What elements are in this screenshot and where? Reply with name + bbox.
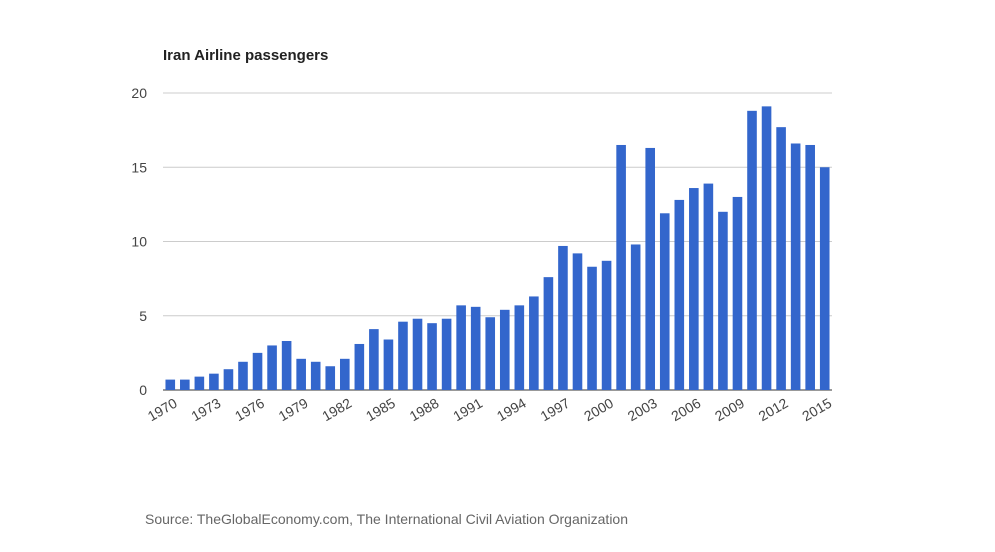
y-tick-label: 10	[131, 234, 147, 250]
bar	[209, 373, 219, 390]
bar	[339, 358, 350, 390]
bar	[485, 317, 496, 390]
bar	[470, 306, 481, 390]
x-tick-label: 1988	[407, 395, 442, 425]
x-tick-label: 1979	[276, 395, 311, 425]
bar	[325, 366, 336, 390]
x-tick-label: 2000	[581, 395, 616, 425]
bar	[296, 358, 306, 390]
x-tick-label: 1985	[363, 395, 398, 425]
bar	[267, 345, 277, 390]
bar	[790, 143, 801, 390]
x-tick-label: 1991	[450, 395, 485, 425]
bar	[412, 318, 423, 390]
bar	[354, 343, 365, 390]
bar	[732, 196, 743, 390]
bar	[601, 260, 612, 390]
bar	[805, 144, 815, 390]
bar	[718, 211, 728, 390]
bar	[310, 361, 321, 390]
x-tick-label: 2012	[756, 395, 791, 425]
bar	[165, 379, 176, 390]
bar	[427, 323, 437, 390]
bar	[514, 305, 525, 390]
bar	[761, 106, 772, 391]
x-tick-label: 2006	[668, 395, 703, 425]
bar	[703, 183, 714, 390]
x-tick-label: 2003	[625, 395, 660, 425]
bar	[456, 305, 466, 390]
bar	[223, 369, 234, 390]
bar	[747, 110, 757, 390]
bar	[441, 318, 452, 390]
x-tick-label: 2009	[712, 395, 747, 425]
x-tick-label: 1970	[145, 395, 180, 425]
bar	[674, 199, 685, 390]
bar	[587, 266, 597, 390]
bar	[659, 213, 670, 390]
bar	[630, 244, 641, 390]
bar	[616, 144, 626, 390]
bar	[194, 376, 205, 390]
y-tick-label: 20	[131, 85, 147, 101]
bar	[645, 147, 656, 390]
bar	[776, 127, 786, 390]
x-tick-label: 1994	[494, 395, 529, 425]
x-tick-label: 1976	[232, 395, 267, 425]
bar	[369, 329, 379, 390]
bar	[529, 296, 539, 390]
y-tick-label: 15	[131, 159, 147, 175]
x-tick-label: 1973	[188, 395, 223, 425]
bar	[383, 339, 394, 390]
bar	[819, 167, 830, 390]
bar	[689, 188, 699, 390]
y-tick-label: 0	[139, 382, 147, 398]
bar	[499, 309, 510, 390]
x-tick-label: 1997	[537, 395, 572, 425]
bar	[543, 277, 554, 390]
bar	[281, 340, 292, 390]
bar	[572, 253, 583, 390]
bar	[558, 245, 568, 390]
bar	[238, 361, 248, 390]
source-note: Source: TheGlobalEconomy.com, The Intern…	[145, 511, 628, 527]
bar	[252, 352, 263, 390]
chart-title: Iran Airline passengers	[163, 47, 328, 64]
x-tick-label: 2015	[799, 395, 834, 425]
x-tick-label: 1982	[319, 395, 354, 425]
y-tick-label: 5	[139, 308, 147, 324]
bar	[180, 379, 190, 390]
bar	[398, 321, 408, 390]
